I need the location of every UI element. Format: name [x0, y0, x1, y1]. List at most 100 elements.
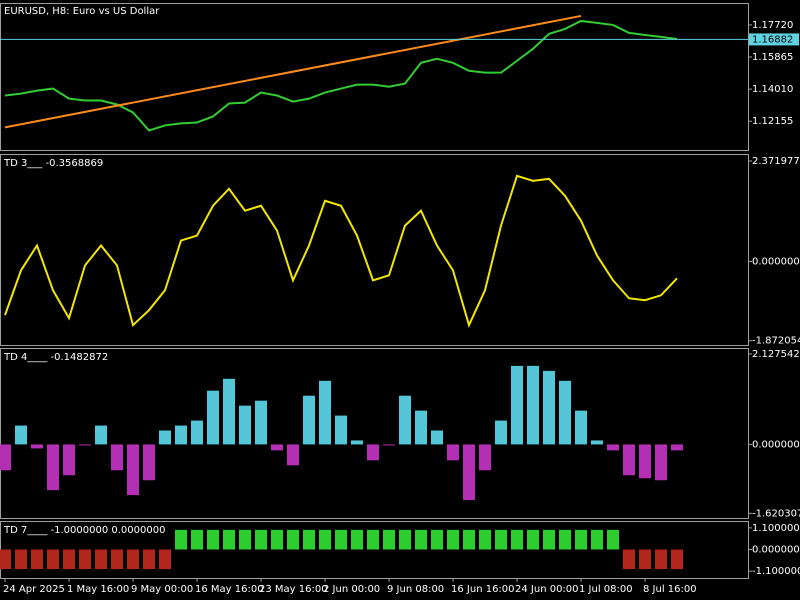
x-tick-label: 24 Jun 00:00 [515, 584, 579, 595]
bar [639, 549, 651, 570]
bar [623, 444, 635, 476]
bar [15, 425, 27, 445]
bar [559, 529, 571, 550]
bar [111, 444, 123, 471]
bar [431, 430, 443, 445]
bar [575, 410, 587, 445]
chart-title: EURUSD, H8: Euro vs US Dollar [4, 6, 160, 17]
x-tick-label: 9 Jun 08:00 [387, 584, 444, 595]
x-tick-label: 1 May 16:00 [67, 584, 129, 595]
bar [79, 549, 91, 570]
bar [191, 420, 203, 445]
bar [543, 529, 555, 550]
bar [447, 444, 459, 461]
bar [479, 529, 491, 550]
bar [351, 440, 363, 445]
bar [511, 529, 523, 550]
bar [143, 444, 155, 481]
bar [47, 549, 59, 570]
bar [591, 440, 603, 445]
bar [607, 444, 619, 451]
bar [159, 549, 171, 570]
bar [255, 400, 267, 445]
price-label-box [749, 33, 799, 46]
bar [527, 529, 539, 550]
bar [271, 444, 283, 451]
y-tick-label: 2.3719774 [752, 156, 800, 167]
bar [191, 529, 203, 550]
bar [319, 380, 331, 445]
bar [447, 529, 459, 550]
bar [0, 549, 11, 570]
y-tick-label: -1.8720546 [752, 336, 800, 347]
x-tick-label: 16 May 16:00 [195, 584, 264, 595]
bar [239, 405, 251, 445]
bar [303, 529, 315, 550]
bar [335, 415, 347, 445]
bar [175, 529, 187, 550]
bar [127, 444, 139, 496]
bar [639, 444, 651, 479]
bar [271, 529, 283, 550]
x-tick-label: 1 Jul 08:00 [579, 584, 633, 595]
x-tick-label: 23 May 16:00 [259, 584, 328, 595]
bar [207, 390, 219, 445]
bar [655, 444, 667, 481]
bar [367, 444, 379, 461]
bar [0, 444, 11, 471]
bar [527, 365, 539, 445]
bar [415, 529, 427, 550]
bar [383, 444, 395, 446]
x-tick-label: 9 May 00:00 [131, 584, 193, 595]
bar [287, 529, 299, 550]
series-line [4, 174, 678, 328]
bar [79, 444, 91, 446]
bar [367, 529, 379, 550]
bar [127, 549, 139, 570]
trend-line [4, 14, 582, 129]
panel-frame [0, 154, 749, 346]
bar [463, 444, 475, 501]
panel-header: TD 4____ -0.1482872 [3, 352, 108, 363]
bar [671, 444, 683, 451]
y-tick-label: 1.15865 [752, 52, 793, 63]
y-tick-label: 1.17720 [752, 20, 793, 31]
bar [95, 549, 107, 570]
bar [431, 529, 443, 550]
y-tick-label: 1.12155 [752, 116, 793, 127]
x-tick-label: 2 Jun 00:00 [323, 584, 380, 595]
bar [575, 529, 587, 550]
bar [255, 529, 267, 550]
bar [559, 380, 571, 445]
price-label: 1.16882 [752, 34, 793, 45]
y-tick-label: 0.0000000 [752, 439, 800, 450]
bar [399, 529, 411, 550]
bar [95, 425, 107, 445]
panel-header: TD 7____ -1.0000000 0.0000000 [3, 525, 165, 536]
y-tick-label: 2.1275426 [752, 349, 800, 360]
bar [239, 529, 251, 550]
y-tick-label: 0.0000000 [752, 256, 800, 267]
series-line [4, 19, 678, 132]
bar [111, 549, 123, 570]
bar [15, 549, 27, 570]
bar [31, 444, 43, 449]
bar [383, 529, 395, 550]
bar [655, 549, 667, 570]
bar [351, 529, 363, 550]
bar [63, 444, 75, 476]
bar [223, 529, 235, 550]
x-tick-label: 16 Jun 16:00 [451, 584, 515, 595]
bar [543, 370, 555, 445]
bar [623, 549, 635, 570]
x-tick-label: 24 Apr 2025 [3, 584, 65, 595]
bar [63, 549, 75, 570]
bar [223, 378, 235, 445]
bar [607, 529, 619, 550]
bar [303, 395, 315, 445]
bar [479, 444, 491, 471]
panel-header: TD 3___ -0.3568869 [3, 158, 103, 169]
